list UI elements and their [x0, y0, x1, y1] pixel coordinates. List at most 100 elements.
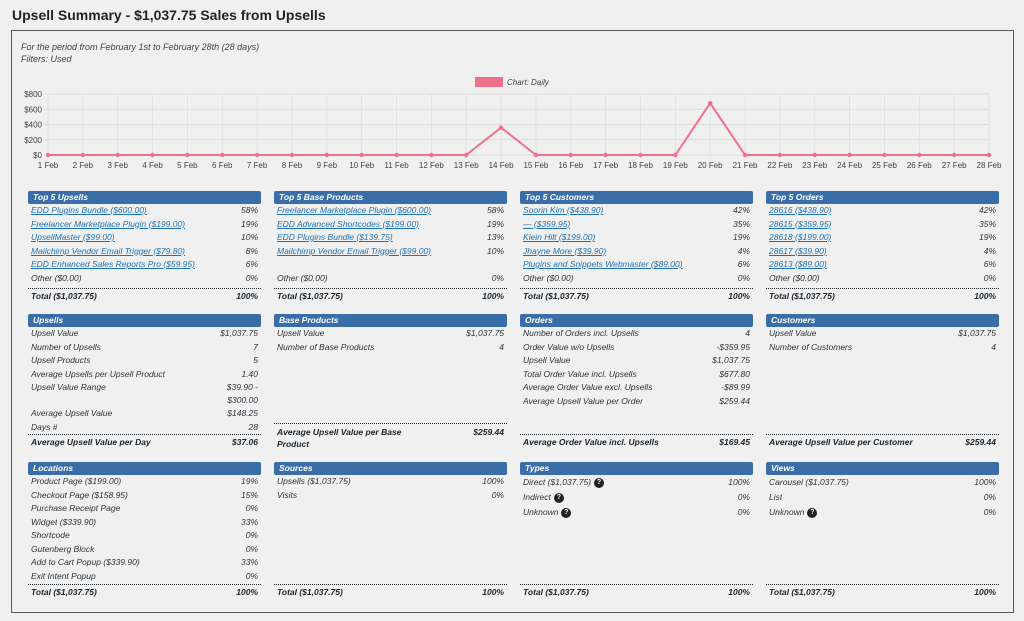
other-value: 0% [491, 272, 504, 283]
total-label: Total ($1,037.75) [769, 291, 835, 301]
stat-row: Upsell Products 5 [28, 354, 261, 368]
data-point [847, 152, 852, 158]
stat-label: Purchase Receipt Page [31, 503, 121, 513]
stat-value: $1,037.75 [466, 328, 504, 338]
card-orders: Orders Number of Orders incl. Upsells 4 O… [520, 314, 753, 449]
total-label: Average Order Value incl. Upsells [523, 437, 659, 447]
list-item[interactable]: EDD Plugins Bundle ($600.00) 58% [28, 204, 261, 218]
order-link[interactable]: 28615 ($359.95) [769, 218, 832, 229]
data-point [638, 152, 643, 158]
filters-text: Filters: Used [21, 54, 72, 64]
list-item[interactable]: — ($359.95) 35% [520, 218, 753, 232]
total-row: Average Upsell Value per Base Product $259… [274, 423, 507, 450]
x-tick-label: 4 Feb [142, 161, 163, 170]
total-value: 100% [728, 587, 750, 597]
total-value: $169.45 [719, 437, 750, 447]
list-item[interactable]: 28615 ($359.95) 35% [766, 218, 999, 232]
stat-row: Average Upsells per Upsell Product 1.40 [28, 368, 261, 382]
help-icon[interactable]: ? [553, 492, 564, 503]
stat-label: Direct ($1,037.75)? [523, 475, 605, 490]
customer-link[interactable]: Plugins and Snippets Webmaster ($89.00) [523, 259, 683, 269]
card-sources: Sources Upsells ($1,037.75) 100% Visits 0%… [274, 462, 507, 600]
card-views: Views Carousel ($1,037.75) 100% List 0% Un… [766, 462, 999, 600]
percent-value: 19% [978, 232, 996, 242]
x-tick-label: 18 Feb [628, 161, 653, 170]
product-link[interactable]: EDD Advanced Shortcodes ($199.00) [277, 218, 419, 229]
order-link[interactable]: 28617 ($39.90) [769, 245, 827, 256]
product-link[interactable]: Freelancer Marketplace Plugin ($600.00) [277, 205, 432, 215]
stat-value: 0% [245, 570, 258, 581]
data-point [429, 152, 434, 158]
upsell-link[interactable]: Freelancer Marketplace Plugin ($199.00) [31, 218, 186, 229]
stat-value: $1,037.75 [220, 328, 258, 338]
list-item[interactable]: EDD Plugins Bundle ($139.75) 13% [274, 231, 507, 245]
customer-link[interactable]: Soorin Kim ($438.90) [523, 205, 604, 215]
data-point [220, 152, 225, 158]
upsell-link[interactable]: EDD Plugins Bundle ($600.00) [31, 205, 147, 215]
stat-value: 0% [983, 492, 996, 502]
list-item[interactable]: 28616 ($438.90) 42% [766, 204, 999, 218]
customer-link[interactable]: Jhayne More ($39.90) [523, 245, 607, 256]
percent-value: 4% [737, 245, 750, 256]
list-item[interactable]: Plugins and Snippets Webmaster ($89.00) 6… [520, 258, 753, 272]
upsell-link[interactable]: EDD Enhanced Sales Reports Pro ($59.95) [31, 259, 195, 269]
upsell-link[interactable]: UpsellMaster ($99.00) [31, 232, 115, 242]
x-tick-label: 19 Feb [663, 161, 688, 170]
stat-label: Average Order Value excl. Upsells [523, 382, 653, 392]
stat-value: 0% [737, 507, 750, 517]
list-item[interactable]: Mailchimp Vendor Email Trigger ($79.80) 8… [28, 245, 261, 259]
help-icon[interactable]: ? [561, 507, 572, 518]
total-value: 100% [482, 587, 504, 597]
total-row: Total ($1,037.75) 100% [520, 288, 753, 301]
stat-label: Carousel ($1,037.75) [769, 477, 849, 487]
x-tick-label: 10 Feb [349, 161, 374, 170]
total-row: Average Order Value incl. Upsells $169.45 [520, 434, 753, 447]
stat-row: Number of Base Products 4 [274, 341, 507, 355]
x-tick-label: 1 Feb [38, 161, 59, 170]
stat-label: Number of Customers [769, 341, 853, 352]
stat-label: Number of Base Products [277, 341, 375, 352]
customer-link[interactable]: Klein Hilt ($199.00) [523, 232, 596, 242]
total-value: 100% [974, 587, 996, 597]
list-item[interactable]: 28613 ($89.00) 6% [766, 258, 999, 272]
stat-label: Checkout Page ($158.95) [31, 489, 128, 500]
list-item[interactable]: Klein Hilt ($199.00) 19% [520, 231, 753, 245]
stat-row: Visits 0% [274, 489, 507, 503]
list-item[interactable]: UpsellMaster ($99.00) 10% [28, 231, 261, 245]
order-link[interactable]: 28618 ($199.00) [769, 232, 832, 242]
stat-label: Product Page ($199.00) [31, 476, 122, 486]
list-item[interactable]: Freelancer Marketplace Plugin ($600.00) 5… [274, 204, 507, 218]
percent-value: 35% [978, 218, 996, 229]
data-point [603, 152, 608, 158]
other-row: Other ($0.00) 0% [520, 272, 753, 286]
x-tick-label: 11 Feb [384, 161, 409, 170]
list-item[interactable]: 28617 ($39.90) 4% [766, 245, 999, 259]
total-value: $259.44 [473, 427, 504, 437]
stat-row: Order Value w/o Upsells -$359.95 [520, 341, 753, 355]
list-item[interactable]: Jhayne More ($39.90) 4% [520, 245, 753, 259]
product-link[interactable]: EDD Plugins Bundle ($139.75) [277, 232, 393, 242]
list-item[interactable]: EDD Enhanced Sales Reports Pro ($59.95) 6… [28, 258, 261, 272]
order-link[interactable]: 28616 ($438.90) [769, 205, 832, 215]
order-link[interactable]: 28613 ($89.00) [769, 259, 827, 269]
stat-label: Upsell Products [31, 355, 91, 365]
stat-label: Visits [277, 489, 298, 500]
x-tick-label: 27 Feb [942, 161, 967, 170]
customer-link[interactable]: — ($359.95) [523, 218, 571, 229]
stat-label: Order Value w/o Upsells [523, 341, 615, 352]
list-item[interactable]: Freelancer Marketplace Plugin ($199.00) 1… [28, 218, 261, 232]
range-max: $300.00 [227, 395, 258, 405]
list-item[interactable]: Mailchimp Vendor Email Trigger ($99.00) 1… [274, 245, 507, 259]
help-icon[interactable]: ? [807, 507, 818, 518]
list-item[interactable]: EDD Advanced Shortcodes ($199.00) 19% [274, 218, 507, 232]
x-tick-label: 5 Feb [177, 161, 198, 170]
stat-label-text: Unknown [523, 507, 559, 517]
data-point [289, 152, 295, 158]
help-icon[interactable]: ? [594, 477, 605, 488]
upsell-link[interactable]: Mailchimp Vendor Email Trigger ($79.80) [31, 245, 186, 256]
list-item[interactable]: Soorin Kim ($438.90) 42% [520, 204, 753, 218]
product-link[interactable]: Mailchimp Vendor Email Trigger ($99.00) [277, 245, 432, 256]
stat-value: 28 [248, 421, 258, 432]
x-tick-label: 8 Feb [282, 161, 303, 170]
list-item[interactable]: 28618 ($199.00) 19% [766, 231, 999, 245]
